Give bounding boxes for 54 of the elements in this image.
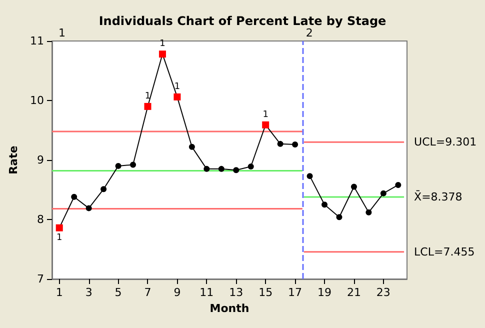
point (395, 182, 402, 188)
annotation: 1 (160, 39, 166, 50)
point (306, 173, 313, 180)
point (56, 224, 63, 232)
point (262, 121, 270, 128)
series-label: LCL=7.455 (414, 245, 475, 258)
point (350, 184, 357, 190)
x-tick-label: 13 (229, 286, 244, 299)
point (322, 202, 328, 208)
y-tick-label: 10 (30, 94, 44, 107)
y-tick-label: 9 (37, 154, 44, 166)
x-tick-label: 15 (258, 286, 273, 299)
point (277, 140, 284, 147)
x-tick-label: 11 (200, 286, 214, 299)
annotation: 1 (56, 232, 62, 243)
annotation: 1 (262, 110, 268, 120)
point (100, 186, 107, 192)
x-axis-title: Month (210, 302, 250, 315)
point (204, 166, 210, 172)
x-tick-label: 19 (318, 286, 332, 299)
point (380, 190, 386, 196)
point (115, 162, 122, 169)
series-label: X̄=8.378 (414, 190, 462, 204)
point (366, 209, 372, 216)
point (218, 166, 224, 172)
annotation: 1 (144, 91, 151, 102)
point (174, 93, 181, 100)
series-label: UCL=9.301 (414, 136, 477, 149)
x-tick-label: 9 (174, 286, 181, 299)
y-tick-label: 8 (37, 213, 44, 226)
x-tick-label: 5 (114, 286, 122, 299)
point (86, 205, 92, 212)
chart-title: Individuals Chart of Percent Late by Stage (98, 14, 386, 28)
text: 2 (306, 26, 313, 40)
point (248, 164, 254, 170)
point (292, 142, 298, 148)
x-tick-label: 17 (288, 286, 302, 299)
x-tick-label: 1 (56, 286, 63, 299)
y-axis-title: Rate (7, 146, 20, 174)
text: 1 (58, 26, 66, 40)
y-tick-label: 11 (30, 34, 44, 48)
point (130, 162, 136, 168)
y-tick-label: 7 (37, 272, 44, 286)
x-tick-label: 21 (346, 286, 361, 299)
x-tick-label: 3 (85, 286, 92, 299)
point (336, 214, 342, 220)
point (144, 102, 152, 110)
x-tick-label: 23 (376, 286, 390, 299)
point (158, 50, 166, 58)
point (233, 167, 240, 174)
point (188, 144, 195, 150)
point (71, 194, 78, 200)
x-tick-label: 7 (144, 286, 152, 299)
annotation: 1 (174, 82, 180, 92)
